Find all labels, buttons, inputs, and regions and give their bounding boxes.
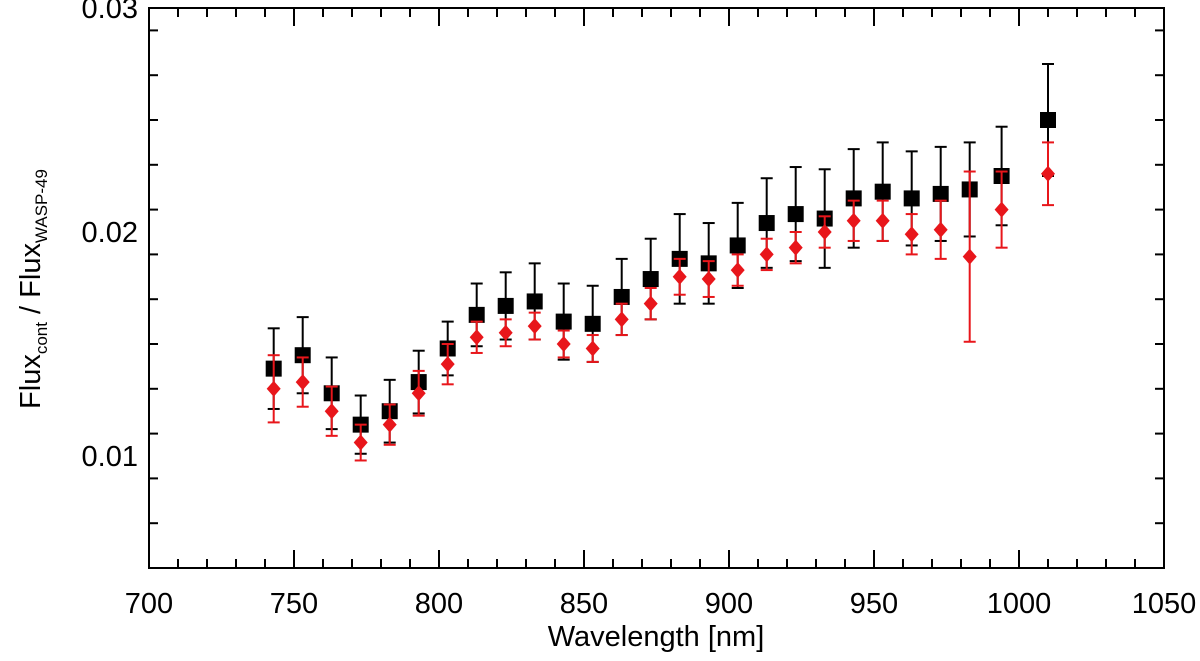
data-point-diamond [382, 416, 397, 433]
data-point-square [613, 288, 630, 305]
data-point-diamond [1041, 165, 1055, 182]
tick-layer: 700 750 800 850 900 950 1000 1050 0.01 0.02 0.03 [82, 0, 1197, 620]
data-point-diamond [701, 271, 716, 288]
data-point-diamond [614, 311, 629, 328]
data-point-diamond [962, 248, 977, 265]
data-point-square [729, 237, 746, 254]
data-point-diamond [556, 336, 571, 352]
data-point-diamond [817, 224, 832, 240]
data-point-diamond [440, 356, 455, 373]
data-point-diamond [672, 268, 687, 285]
data-point-square [497, 297, 514, 314]
data-point-diamond [411, 385, 426, 402]
x-tick-label: 750 [270, 588, 318, 620]
data-point-square [526, 293, 543, 310]
y-tick-label: 0.02 [82, 217, 138, 249]
data-point-diamond [585, 340, 600, 357]
data-point-square [903, 190, 920, 207]
x-tick-label: 950 [850, 588, 898, 620]
data-point-square [294, 347, 311, 364]
data-point-diamond [353, 434, 368, 451]
x-tick-label: 1000 [987, 588, 1052, 620]
x-tick-label: 850 [560, 588, 608, 620]
data-point-diamond [643, 295, 658, 312]
data-point-diamond [324, 403, 339, 420]
data-point-diamond [469, 329, 484, 346]
data-point-diamond [788, 239, 803, 256]
x-axis-label: Wavelength [nm] [548, 621, 765, 653]
data-point-diamond [498, 324, 513, 341]
data-point-square [468, 306, 485, 323]
x-tick-label: 800 [415, 588, 463, 620]
data-point-diamond [266, 380, 281, 397]
data-point-diamond [875, 212, 890, 229]
y-tick-label: 0.03 [82, 0, 138, 25]
data-point-square [845, 190, 862, 207]
data-point-diamond [933, 221, 948, 238]
data-point-square [874, 183, 891, 200]
series-layer [265, 63, 1056, 462]
data-point-square [758, 215, 775, 232]
x-tick-label: 700 [125, 588, 173, 620]
data-point-diamond [730, 262, 745, 279]
data-point-square [584, 315, 601, 332]
series-2 [266, 141, 1055, 462]
y-axis-label: Fluxcont / FluxWASP-49 [15, 169, 51, 409]
data-point-square [555, 313, 572, 330]
y-tick-label: 0.01 [82, 441, 138, 473]
data-point-diamond [527, 318, 542, 335]
data-point-square [642, 271, 659, 288]
data-point-diamond [904, 226, 919, 243]
data-point-diamond [846, 212, 861, 229]
x-tick-label: 1050 [1132, 588, 1197, 620]
data-point-square [932, 185, 949, 202]
data-point-square [1040, 112, 1056, 128]
data-point-diamond [295, 374, 310, 391]
data-point-diamond [759, 246, 774, 263]
data-point-diamond [994, 201, 1009, 218]
plot-frame [148, 7, 1165, 569]
x-tick-label: 900 [705, 588, 753, 620]
data-point-square [787, 206, 804, 223]
